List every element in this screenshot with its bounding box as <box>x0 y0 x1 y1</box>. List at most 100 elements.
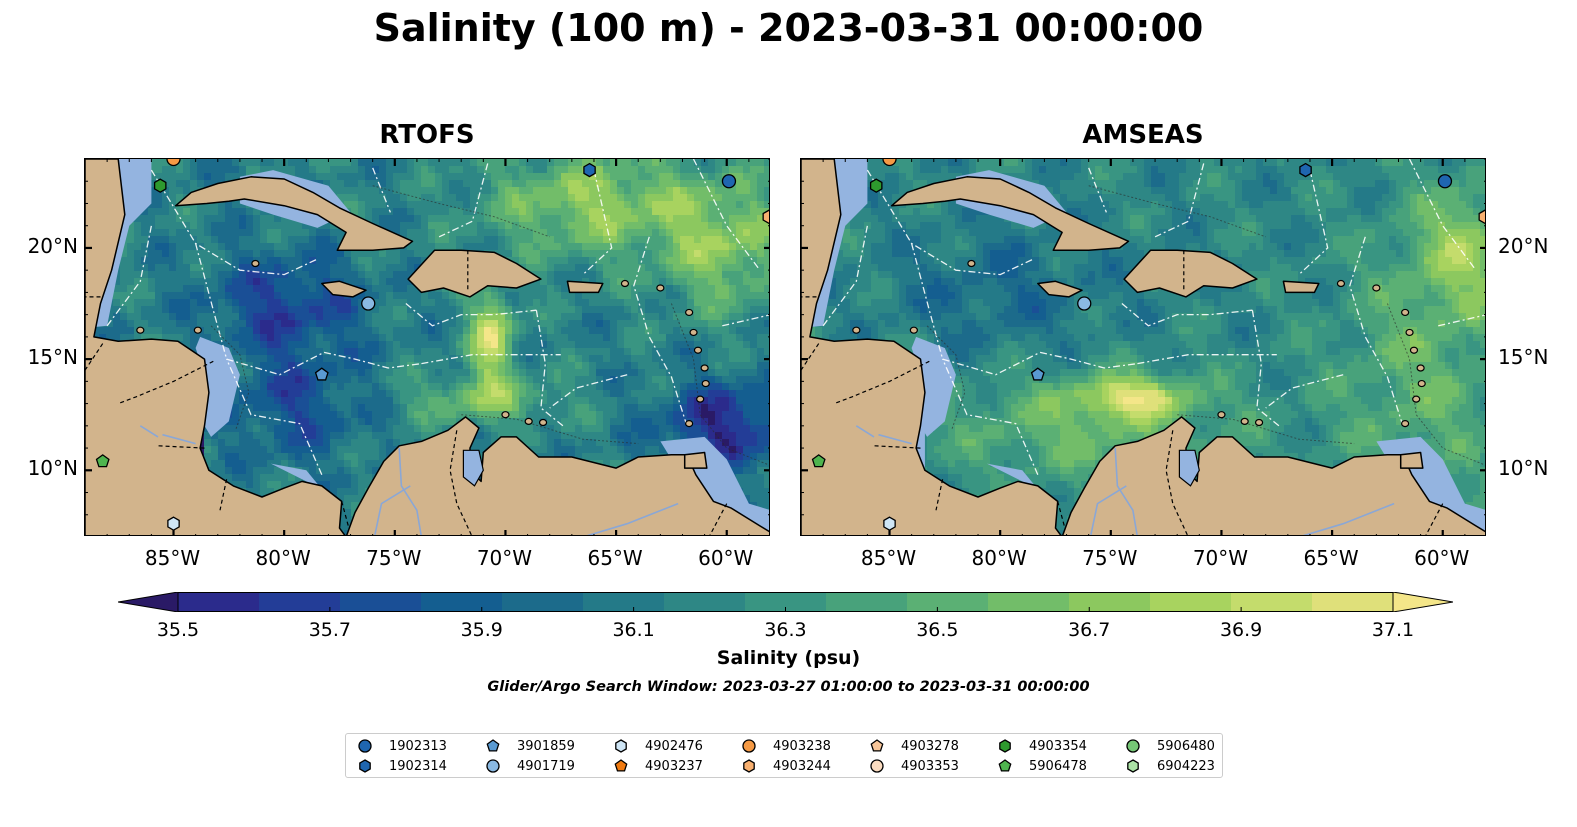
legend-item-4903353: 4903353 <box>867 756 959 776</box>
legend-marker-hexagon <box>743 759 755 773</box>
colorbar-bin <box>1150 592 1232 612</box>
legend-marker-icon <box>615 739 627 753</box>
legend-label: 1902314 <box>389 758 447 774</box>
legend-item-4902476: 4902476 <box>611 736 703 756</box>
legend-marker-icon <box>486 739 500 752</box>
lon-tick-label: 60°W <box>1414 546 1470 570</box>
legend-marker-circle <box>870 759 884 773</box>
legend-label: 4903353 <box>901 758 959 774</box>
lat-tick-label: 20°N <box>27 233 78 258</box>
float-marker-4903238 <box>166 159 181 167</box>
colorbar-tick-label: 36.9 <box>1219 619 1263 641</box>
float-marker-4902476 <box>167 516 180 531</box>
float-marker-5906478 <box>811 454 826 468</box>
colorbar-bin <box>745 592 827 612</box>
float-marker-3901859 <box>1030 367 1045 381</box>
lon-tick-label: 80°W <box>971 546 1027 570</box>
float-marker-1902313 <box>721 174 737 189</box>
frame-ticks <box>85 159 769 535</box>
colorbar-bin <box>421 592 503 612</box>
lon-tick-label: 85°W <box>860 546 917 570</box>
colorbar-bin <box>502 592 584 612</box>
float-marker-4901719 <box>361 296 376 311</box>
legend-marker-pentagon <box>614 759 628 772</box>
lat-tick-label: 10°N <box>1498 456 1549 481</box>
lon-tick-label: 75°W <box>366 546 422 570</box>
legend-item-5906478: 5906478 <box>995 756 1087 776</box>
lon-tick-label: 65°W <box>1303 546 1359 570</box>
legend-marker-circle <box>742 739 756 753</box>
salinity-colorbar <box>117 591 1454 616</box>
legend-label: 4903237 <box>645 758 703 774</box>
lon-tick-label: 70°W <box>1192 546 1249 570</box>
float-marker-4903244 <box>1478 209 1485 225</box>
legend-marker-hexagon <box>1127 759 1139 773</box>
legend-label: 4903354 <box>1029 738 1087 754</box>
legend-marker-hexagon <box>359 759 371 773</box>
amseas-salinity-map <box>800 158 1486 536</box>
legend-label: 3901859 <box>517 738 575 754</box>
legend-label: 5906478 <box>1029 758 1087 774</box>
colorbar-bin <box>826 592 908 612</box>
legend-item-4903244: 4903244 <box>739 756 831 776</box>
colorbar-bin <box>178 592 260 612</box>
colorbar-tick-label: 36.5 <box>916 619 959 641</box>
lat-tick-label: 15°N <box>27 345 78 370</box>
lesser-antilles <box>852 259 1426 428</box>
colorbar-tick-label: 36.3 <box>764 619 807 641</box>
float-marker-4903354 <box>153 178 167 193</box>
bathymetry-contours <box>926 185 1485 466</box>
bathymetry-contours <box>210 185 769 466</box>
legend-item-3901859: 3901859 <box>483 736 575 756</box>
page-title: Salinity (100 m) - 2023-03-31 00:00:00 <box>373 6 1204 50</box>
legend-label: 1902313 <box>389 738 447 754</box>
search-window-caption: Glider/Argo Search Window: 2023-03-27 01… <box>487 679 1090 695</box>
legend-item-4903237: 4903237 <box>611 756 703 776</box>
legend-item-4903278: 4903278 <box>867 736 959 756</box>
lesser-antilles <box>136 259 710 428</box>
legend-label: 4903278 <box>901 738 959 754</box>
float-marker-4903238 <box>882 159 897 167</box>
legend-marker-icon <box>1127 759 1139 773</box>
legend-marker-icon <box>359 759 371 773</box>
colorbar-bin <box>1312 592 1394 612</box>
map-canvas <box>85 159 769 535</box>
colorbar-tick-label: 35.9 <box>460 619 503 641</box>
colorbar-bin <box>259 592 341 612</box>
rivers <box>139 425 679 535</box>
lat-tick-label: 10°N <box>27 456 78 481</box>
lon-tick-label: 80°W <box>255 546 311 570</box>
float-legend: 1902313 1902314 3901859 4901719 4902476 49032… <box>345 733 1223 778</box>
lon-tick-label: 75°W <box>1082 546 1138 570</box>
panel-title-rtofs: RTOFS <box>379 120 475 150</box>
colorbar-tick-label: 36.7 <box>1068 619 1111 641</box>
lon-tick-label: 60°W <box>698 546 754 570</box>
colorbar-extend-low <box>117 591 179 613</box>
legend-marker-circle <box>1126 739 1140 753</box>
legend-item-1902314: 1902314 <box>355 756 447 776</box>
float-marker-1902313 <box>1437 174 1453 189</box>
lat-tick-label: 15°N <box>1498 345 1549 370</box>
legend-label: 6904223 <box>1157 758 1215 774</box>
legend-marker-hexagon <box>999 739 1011 753</box>
legend-marker-pentagon <box>870 739 884 752</box>
legend-marker-icon <box>742 739 756 753</box>
colorbar-extend-high <box>1392 591 1454 613</box>
legend-marker-icon <box>870 739 884 752</box>
legend-marker-icon <box>870 759 884 773</box>
colorbar-tick-label: 35.5 <box>156 619 200 641</box>
float-markers <box>95 159 769 531</box>
legend-label: 4902476 <box>645 738 703 754</box>
colorbar-bin <box>1069 592 1151 612</box>
float-marker-4903354 <box>869 178 883 193</box>
legend-marker-icon <box>486 759 500 773</box>
legend-marker-icon <box>998 759 1012 772</box>
colorbar-bin <box>907 592 989 612</box>
legend-marker-icon <box>358 739 372 753</box>
legend-item-1902313: 1902313 <box>355 736 447 756</box>
legend-label: 4903238 <box>773 738 831 754</box>
legend-marker-circle <box>358 739 372 753</box>
legend-marker-pentagon <box>998 759 1012 772</box>
legend-item-4903354: 4903354 <box>995 736 1087 756</box>
float-marker-4901719 <box>1077 296 1092 311</box>
